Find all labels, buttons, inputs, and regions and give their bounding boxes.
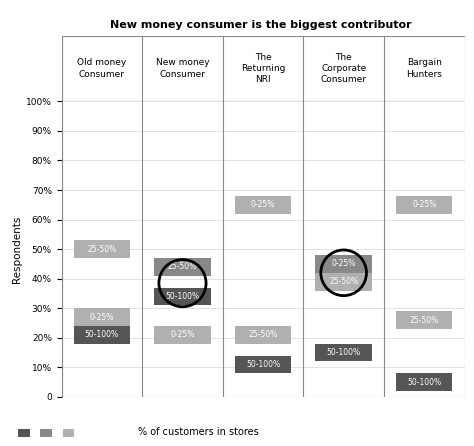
Text: 50-100%: 50-100%	[407, 378, 441, 387]
Text: Bargain
Hunters: Bargain Hunters	[406, 58, 442, 78]
FancyBboxPatch shape	[73, 326, 130, 344]
Text: Old money
Consumer: Old money Consumer	[77, 58, 127, 78]
FancyBboxPatch shape	[316, 344, 372, 361]
FancyBboxPatch shape	[155, 258, 210, 276]
FancyBboxPatch shape	[235, 326, 291, 344]
FancyBboxPatch shape	[73, 240, 130, 258]
Text: 50-100%: 50-100%	[246, 360, 280, 369]
Text: 50-100%: 50-100%	[85, 330, 119, 339]
Text: 25-50%: 25-50%	[87, 245, 117, 254]
Text: 0-25%: 0-25%	[251, 200, 275, 209]
Y-axis label: Respondents: Respondents	[12, 215, 22, 283]
FancyBboxPatch shape	[155, 326, 210, 344]
Text: 0-25%: 0-25%	[412, 200, 437, 209]
FancyBboxPatch shape	[235, 355, 291, 373]
Text: The
Returning
NRI: The Returning NRI	[241, 53, 285, 84]
FancyBboxPatch shape	[73, 308, 130, 326]
Legend: , , : , ,	[14, 425, 86, 442]
FancyBboxPatch shape	[316, 273, 372, 290]
Text: New money consumer is the biggest contributor: New money consumer is the biggest contri…	[110, 20, 411, 30]
Text: The
Corporate
Consumer: The Corporate Consumer	[320, 53, 367, 84]
Text: 25-50%: 25-50%	[248, 330, 278, 339]
Text: 50-100%: 50-100%	[165, 292, 200, 301]
Text: % of customers in stores: % of customers in stores	[138, 427, 259, 438]
FancyBboxPatch shape	[155, 288, 210, 306]
Text: 25-50%: 25-50%	[329, 277, 358, 286]
FancyBboxPatch shape	[396, 196, 452, 214]
Text: New money
Consumer: New money Consumer	[155, 58, 210, 78]
FancyBboxPatch shape	[316, 255, 372, 273]
FancyBboxPatch shape	[235, 196, 291, 214]
Text: 0-25%: 0-25%	[170, 330, 195, 339]
Text: 50-100%: 50-100%	[327, 348, 361, 357]
Text: 25-50%: 25-50%	[168, 262, 197, 271]
FancyBboxPatch shape	[396, 311, 452, 329]
Text: 25-50%: 25-50%	[410, 316, 439, 325]
Text: 0-25%: 0-25%	[90, 313, 114, 322]
Text: 0-25%: 0-25%	[331, 260, 356, 268]
FancyBboxPatch shape	[396, 373, 452, 391]
